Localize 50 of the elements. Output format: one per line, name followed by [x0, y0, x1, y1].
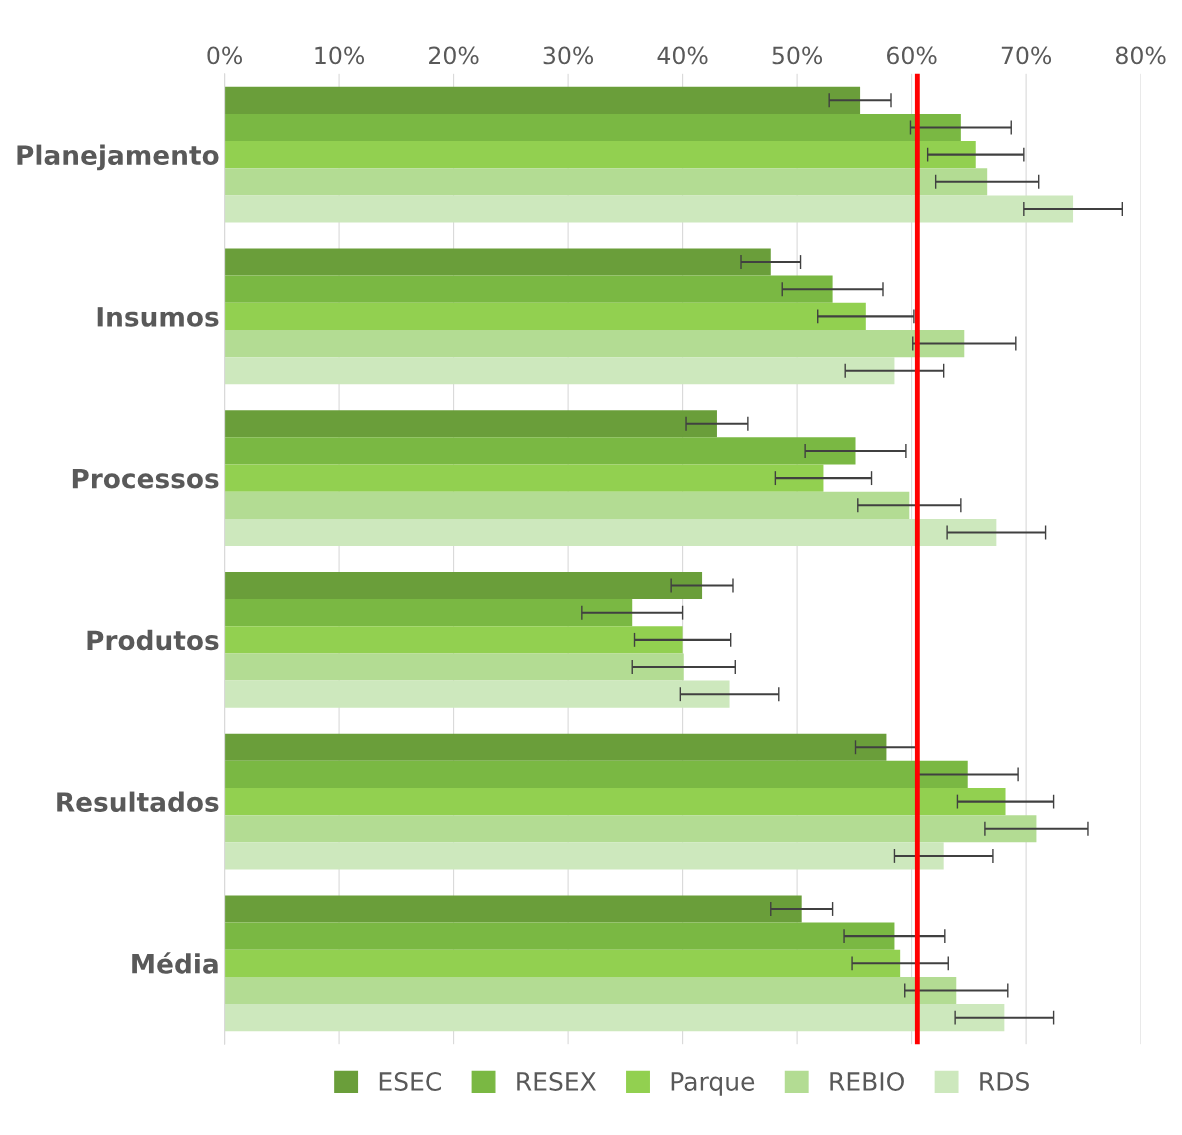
legend-label: RDS — [980, 1072, 1029, 1091]
bar — [224, 86, 861, 114]
bar — [224, 788, 1006, 816]
y-tick-label: Resultados — [57, 791, 219, 812]
y-tick-label: Produtos — [87, 629, 219, 651]
x-tick-label: 60% — [887, 46, 937, 65]
y-tick-label: Processos — [72, 468, 219, 489]
bar — [224, 895, 802, 923]
bar — [224, 949, 901, 977]
bar — [224, 518, 997, 547]
bar — [224, 437, 856, 465]
y-tick-label: Planejamento — [17, 144, 219, 171]
legend-label: RESEX — [517, 1072, 596, 1091]
bar — [224, 1004, 1005, 1032]
x-tick-label: 10% — [315, 46, 365, 65]
legend-label: REBIO — [830, 1072, 904, 1091]
bar — [224, 275, 833, 303]
x-tick-label: 50% — [772, 46, 823, 65]
bar — [224, 464, 824, 492]
bar — [224, 357, 895, 385]
bar — [224, 168, 988, 196]
bar — [224, 733, 887, 761]
bar — [224, 760, 968, 789]
bar — [224, 329, 965, 358]
bar — [224, 626, 683, 654]
y-tick-label: Média — [132, 952, 218, 974]
bar — [224, 141, 976, 169]
x-tick-label: 30% — [543, 46, 594, 65]
bar — [224, 195, 1074, 223]
legend-label: Parque — [671, 1072, 755, 1096]
bar — [224, 302, 866, 330]
bar — [224, 491, 910, 519]
x-tick-label: 20% — [429, 46, 479, 65]
bar — [224, 976, 957, 1005]
bar — [224, 842, 944, 870]
bar — [224, 248, 771, 276]
bar — [224, 922, 895, 950]
x-tick-label: 70% — [1001, 46, 1052, 65]
y-tick-label: Insumos — [97, 307, 219, 327]
bar — [224, 410, 717, 438]
bar — [224, 113, 961, 142]
bar — [224, 680, 730, 708]
bar — [224, 653, 684, 681]
bar — [224, 815, 1037, 843]
bar — [224, 599, 633, 627]
bar — [224, 571, 703, 600]
x-tick-label: 0% — [207, 46, 243, 65]
legend-label: ESEC — [379, 1072, 441, 1091]
x-tick-label: 80% — [1115, 46, 1166, 65]
x-tick-label: 40% — [657, 46, 708, 65]
